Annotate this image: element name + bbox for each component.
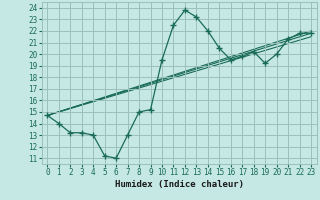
X-axis label: Humidex (Indice chaleur): Humidex (Indice chaleur) [115, 180, 244, 189]
